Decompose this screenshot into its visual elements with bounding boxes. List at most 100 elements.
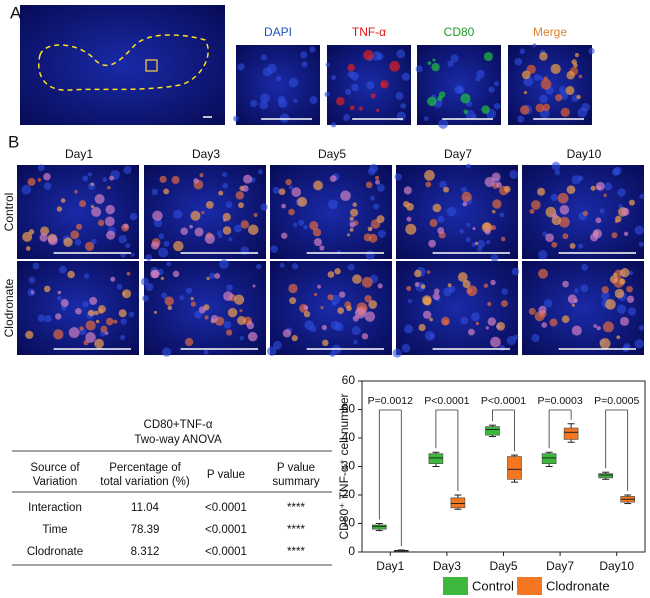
nucleus xyxy=(21,184,32,195)
signal xyxy=(538,268,549,279)
nucleus xyxy=(499,212,505,218)
nucleus xyxy=(551,161,561,171)
signal xyxy=(620,268,630,278)
nucleus xyxy=(303,224,308,230)
nucleus xyxy=(158,247,169,258)
signal xyxy=(70,230,80,240)
nucleus xyxy=(84,273,90,279)
nucleus xyxy=(185,287,193,294)
signal xyxy=(288,208,295,216)
signal xyxy=(337,307,344,314)
nucleus xyxy=(493,81,500,87)
signal xyxy=(485,326,489,330)
signal xyxy=(418,323,426,332)
signal xyxy=(118,309,127,318)
signal xyxy=(43,172,51,181)
signal xyxy=(434,288,440,295)
channel-label: Merge xyxy=(533,25,567,39)
nucleus xyxy=(532,43,537,48)
signal xyxy=(349,221,356,228)
signal xyxy=(613,272,618,277)
micrograph xyxy=(392,261,520,358)
signal xyxy=(22,231,33,242)
nucleus xyxy=(601,291,610,300)
signal xyxy=(105,204,115,215)
nucleus xyxy=(166,261,172,267)
nucleus xyxy=(580,284,589,293)
nucleus xyxy=(634,339,644,349)
table-title: Two-way ANOVA xyxy=(134,434,222,446)
table-cell: <0.0001 xyxy=(205,524,247,536)
signal xyxy=(487,301,492,307)
nucleus xyxy=(82,301,89,308)
signal xyxy=(472,227,476,231)
signal xyxy=(406,285,412,291)
signal xyxy=(626,285,633,293)
nucleus xyxy=(222,183,229,189)
signal xyxy=(329,175,337,183)
nucleus xyxy=(116,283,123,290)
signal xyxy=(414,269,422,278)
signal xyxy=(566,185,576,195)
signal xyxy=(549,318,558,327)
signal xyxy=(428,239,436,248)
row-label: Clodronate xyxy=(2,278,16,337)
signal xyxy=(365,181,373,189)
nucleus xyxy=(617,188,626,197)
nucleus xyxy=(446,206,457,217)
signal xyxy=(338,291,346,298)
signal xyxy=(614,288,625,299)
nucleus xyxy=(450,54,459,63)
nucleus xyxy=(82,175,89,182)
micrograph-bg xyxy=(17,261,139,355)
nucleus xyxy=(118,235,127,244)
signal xyxy=(574,53,579,58)
signal xyxy=(160,276,164,280)
signal xyxy=(303,310,311,318)
nucleus xyxy=(470,312,480,322)
signal xyxy=(545,233,554,243)
signal xyxy=(361,333,369,340)
signal xyxy=(375,179,380,185)
tissue-overview xyxy=(20,5,225,125)
nucleus xyxy=(353,339,358,345)
nucleus xyxy=(628,270,634,276)
micrograph xyxy=(394,163,519,262)
nucleus xyxy=(328,199,338,210)
signal xyxy=(309,221,319,231)
panel-label: A xyxy=(10,3,22,22)
signal xyxy=(571,325,582,336)
micrograph xyxy=(17,261,139,355)
signal xyxy=(123,223,129,229)
p-value: P<0.0001 xyxy=(481,395,526,407)
nucleus xyxy=(365,250,375,260)
signal xyxy=(406,216,412,222)
signal xyxy=(501,300,508,307)
signal xyxy=(164,296,174,306)
signal xyxy=(615,215,622,223)
signal xyxy=(152,210,163,222)
p-value: P=0.0012 xyxy=(368,395,413,407)
signal xyxy=(376,108,380,112)
signal xyxy=(565,85,575,95)
signal xyxy=(104,331,109,336)
nucleus xyxy=(509,170,519,179)
signal xyxy=(322,339,329,347)
nucleus xyxy=(377,229,386,238)
nucleus xyxy=(298,219,305,226)
nucleus xyxy=(279,262,285,268)
signal xyxy=(490,224,497,231)
signal xyxy=(492,209,496,214)
signal xyxy=(535,103,545,113)
signal xyxy=(74,190,78,194)
nucleus xyxy=(162,347,172,357)
signal xyxy=(95,319,100,324)
box xyxy=(563,427,579,440)
signal xyxy=(571,303,575,307)
signal xyxy=(463,109,468,115)
signal xyxy=(623,231,629,237)
signal xyxy=(60,298,69,308)
signal xyxy=(561,315,570,323)
nucleus xyxy=(407,298,413,304)
